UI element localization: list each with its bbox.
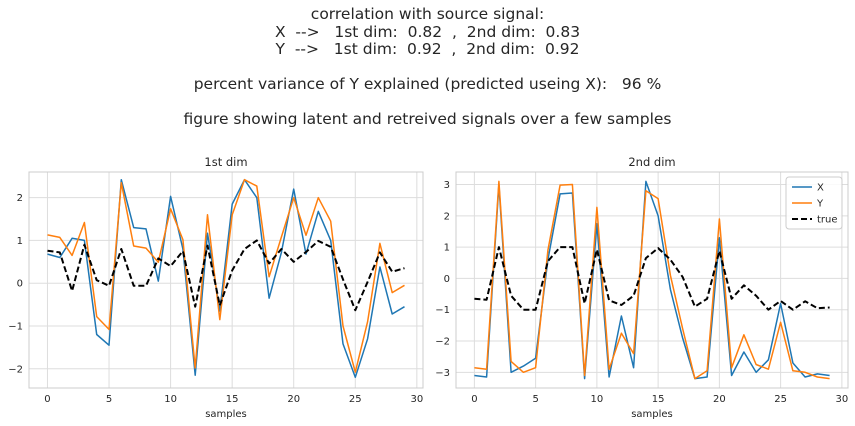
suptitle-line-4: percent variance of Y explained (predict… bbox=[193, 75, 662, 93]
x-tick-label: 20 bbox=[287, 394, 300, 405]
y-tick-label: −1 bbox=[435, 305, 450, 316]
suptitle-line-3: Y --> 1st dim: 0.92 , 2nd dim: 0.92 bbox=[275, 40, 580, 58]
x-tick-label: 30 bbox=[410, 394, 423, 405]
suptitle-line-1: correlation with source signal: bbox=[310, 5, 545, 23]
suptitle-line-5: figure showing latent and retreived sign… bbox=[183, 110, 672, 128]
x-tick-label: 5 bbox=[106, 394, 112, 405]
plot-frame bbox=[28, 171, 424, 389]
x-tick-label: 15 bbox=[652, 394, 665, 405]
series-line-Y bbox=[47, 178, 405, 373]
series-line-true bbox=[474, 246, 830, 311]
subplot-1: 0 5 10 15 20 25 30 −2 −1 0 1 2 1st dim samples bbox=[8, 155, 424, 420]
y-tick-label: −2 bbox=[8, 364, 23, 375]
x-tick-label: 20 bbox=[713, 394, 726, 405]
y-tick-label: 0 bbox=[17, 279, 23, 290]
plot-frame bbox=[455, 171, 849, 389]
y-tick-label: 2 bbox=[444, 211, 450, 222]
x-tick-label: 5 bbox=[532, 394, 538, 405]
suptitle-line-2: X --> 1st dim: 0.82 , 2nd dim: 0.83 bbox=[274, 23, 581, 41]
x-tick-label: 0 bbox=[471, 394, 477, 405]
x-tick-label: 15 bbox=[226, 394, 239, 405]
x-tick-label: 25 bbox=[349, 394, 362, 405]
legend-box bbox=[785, 176, 843, 230]
series-line-true bbox=[47, 239, 405, 312]
x-tick-label: 0 bbox=[44, 394, 50, 405]
y-tick-label: −3 bbox=[435, 368, 450, 379]
legend-label-true: true bbox=[817, 215, 838, 226]
x-tick-label: 30 bbox=[836, 394, 849, 405]
y-tick-label: 3 bbox=[444, 180, 450, 191]
series-line-X bbox=[47, 178, 405, 379]
x-tick-label: 10 bbox=[591, 394, 604, 405]
y-tick-label: −1 bbox=[8, 321, 23, 332]
y-tick-label: 0 bbox=[444, 274, 450, 285]
subplot-title: 2nd dim bbox=[628, 155, 675, 169]
y-tick-label: −2 bbox=[435, 337, 450, 348]
series-line-X bbox=[474, 180, 830, 380]
subplot-2: 0 5 10 15 20 25 30 −3 −2 −1 0 1 2 3 2nd dim samples XYtr… bbox=[435, 155, 849, 420]
x-axis-label: samples bbox=[205, 409, 247, 420]
series-line-Y bbox=[474, 180, 830, 380]
x-tick-label: 25 bbox=[774, 394, 787, 405]
y-tick-label: 1 bbox=[444, 243, 450, 254]
y-tick-label: 2 bbox=[17, 193, 23, 204]
x-tick-label: 10 bbox=[164, 394, 177, 405]
x-axis-label: samples bbox=[631, 409, 673, 420]
y-tick-label: 1 bbox=[17, 236, 23, 247]
subplot-title: 1st dim bbox=[204, 155, 247, 169]
legend-label-X: X bbox=[817, 183, 824, 194]
legend-label-Y: Y bbox=[816, 199, 824, 210]
